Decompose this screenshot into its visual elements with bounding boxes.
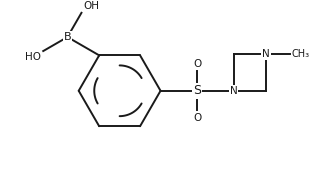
Text: OH: OH [84,1,100,11]
Text: N: N [262,49,270,59]
Text: O: O [193,59,201,69]
Text: HO: HO [25,52,41,62]
Text: CH₃: CH₃ [292,49,310,59]
Text: N: N [230,86,237,96]
Text: B: B [64,32,71,42]
Text: O: O [193,113,201,123]
Text: S: S [193,84,201,97]
